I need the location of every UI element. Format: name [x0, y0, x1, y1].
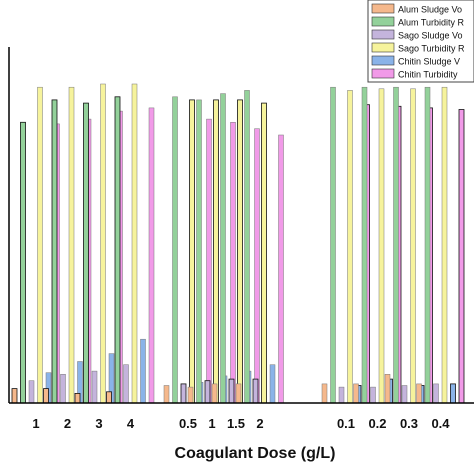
x-tick-label: 2: [256, 416, 263, 431]
legend: Alum Sludge Vo Alum Turbidity R Sago Sludg…: [367, 0, 474, 83]
legend-label: Alum Sludge Vo: [398, 5, 462, 15]
bar-sago-turbidity-r-0: [37, 86, 43, 404]
bar-sago-turbidity-r-6: [237, 99, 243, 404]
legend-label: Chitin Turbidity: [398, 70, 458, 80]
bar-sago-sludge-vo-4: [180, 383, 187, 404]
bar-alum-turbidity-r-7: [244, 90, 250, 404]
legend-label: Sago Sludge Vo: [398, 31, 463, 41]
x-tick-label: 3: [95, 416, 102, 431]
bar-alum-sludge-vo-8: [321, 383, 328, 404]
bar-alum-sludge-vo-9: [353, 383, 359, 404]
bar-sago-turbidity-r-4: [189, 99, 195, 404]
legend-swatch: [371, 16, 395, 27]
bar-sago-turbidity-r-2: [100, 83, 106, 404]
bar-chitin-turbidity-3: [148, 107, 155, 404]
bar-chitin-turbidity-6: [254, 128, 260, 404]
bar-sago-turbidity-r-8: [347, 90, 353, 404]
bar-chitin-turbidity-7: [278, 134, 284, 404]
bar-sago-sludge-vo-10: [401, 385, 408, 404]
legend-swatch: [371, 68, 395, 79]
bar-sago-turbidity-r-3: [131, 83, 138, 404]
legend-box: [367, 0, 474, 83]
bar-alum-turbidity-r-11: [424, 86, 431, 404]
bar-sago-turbidity-r-9: [378, 88, 385, 404]
legend-swatch: [371, 42, 395, 53]
bar-sago-turbidity-r-7: [261, 102, 267, 404]
bar-alum-sludge-vo-3: [106, 391, 112, 404]
legend-swatch: [371, 55, 395, 66]
legend-label: Chitin Sludge V: [398, 57, 460, 67]
bar-sago-sludge-vo-6: [228, 378, 235, 404]
bar-sago-turbidity-r-1: [68, 86, 75, 404]
legend-swatch: [371, 3, 395, 14]
bar-alum-turbidity-r-10: [393, 86, 399, 404]
x-tick-label: 0.4: [431, 416, 450, 431]
bar-alum-turbidity-r-3: [114, 96, 121, 404]
x-tick-label: 0.1: [337, 416, 355, 431]
bar-chitin-turbidity-5: [230, 122, 236, 404]
legend-label: Alum Turbidity R: [398, 18, 465, 28]
bars-layer: [11, 83, 465, 404]
bar-alum-turbidity-r-8: [330, 86, 336, 404]
bar-sago-sludge-vo-7: [252, 378, 259, 404]
bar-alum-sludge-vo-11: [416, 383, 422, 404]
bar-sago-sludge-vo-3: [123, 364, 129, 404]
bar-alum-sludge-vo-10: [384, 374, 391, 404]
bar-sago-sludge-vo-2: [91, 370, 98, 404]
x-tick-label: 0.2: [368, 416, 386, 431]
x-tick-label: 1: [208, 416, 215, 431]
bar-sago-turbidity-r-5: [213, 99, 219, 404]
bar-sago-turbidity-r-11: [441, 86, 448, 404]
bar-alum-turbidity-r-2: [83, 102, 89, 404]
bar-sago-sludge-vo-1: [60, 374, 66, 404]
bar-chitin-sludge-v-3: [140, 338, 146, 404]
bar-alum-sludge-vo-7: [235, 383, 242, 404]
bar-chitin-turbidity-4: [206, 118, 212, 404]
bar-sago-turbidity-r-10: [410, 88, 416, 404]
bar-chitin-sludge-v-7: [269, 364, 276, 404]
legend-label: Sago Turbidity R: [398, 44, 465, 54]
bar-alum-sludge-vo-0: [11, 388, 18, 404]
bar-alum-sludge-vo-6: [211, 383, 218, 404]
bar-alum-turbidity-r-0: [20, 121, 26, 404]
bar-chitin-sludge-v-11: [450, 383, 456, 404]
bar-sago-sludge-vo-5: [204, 380, 211, 404]
x-tick-label: 0.5: [179, 416, 197, 431]
legend-swatch: [371, 29, 395, 40]
bar-alum-turbidity-r-1: [51, 99, 58, 404]
bar-alum-sludge-vo-1: [43, 388, 49, 404]
x-tick-label: 1: [32, 416, 39, 431]
bar-alum-sludge-vo-4: [163, 385, 170, 404]
bar-chitin-turbidity-11: [458, 109, 465, 404]
bar-alum-sludge-vo-2: [74, 392, 81, 404]
bar-sago-sludge-vo-0: [28, 380, 35, 404]
x-axis-title: Coagulant Dose (g/L): [175, 445, 336, 462]
bar-sago-sludge-vo-8: [338, 386, 345, 404]
x-tick-label: 0.3: [400, 416, 418, 431]
x-tick-label: 1.5: [227, 416, 245, 431]
bar-sago-sludge-vo-11: [433, 383, 439, 404]
bar-alum-turbidity-r-5: [196, 99, 202, 404]
bar-alum-sludge-vo-5: [187, 386, 194, 404]
x-tick-label: 4: [127, 416, 135, 431]
bar-sago-sludge-vo-9: [370, 386, 376, 404]
bar-alum-turbidity-r-6: [220, 93, 226, 404]
bar-alum-turbidity-r-9: [361, 86, 368, 404]
bar-alum-turbidity-r-4: [172, 96, 178, 404]
x-tick-label: 2: [64, 416, 71, 431]
x-tick-labels: 1 2 3 4 0.5 1 1.5 2 0.1 0.2 0.3 0.4: [32, 416, 450, 431]
